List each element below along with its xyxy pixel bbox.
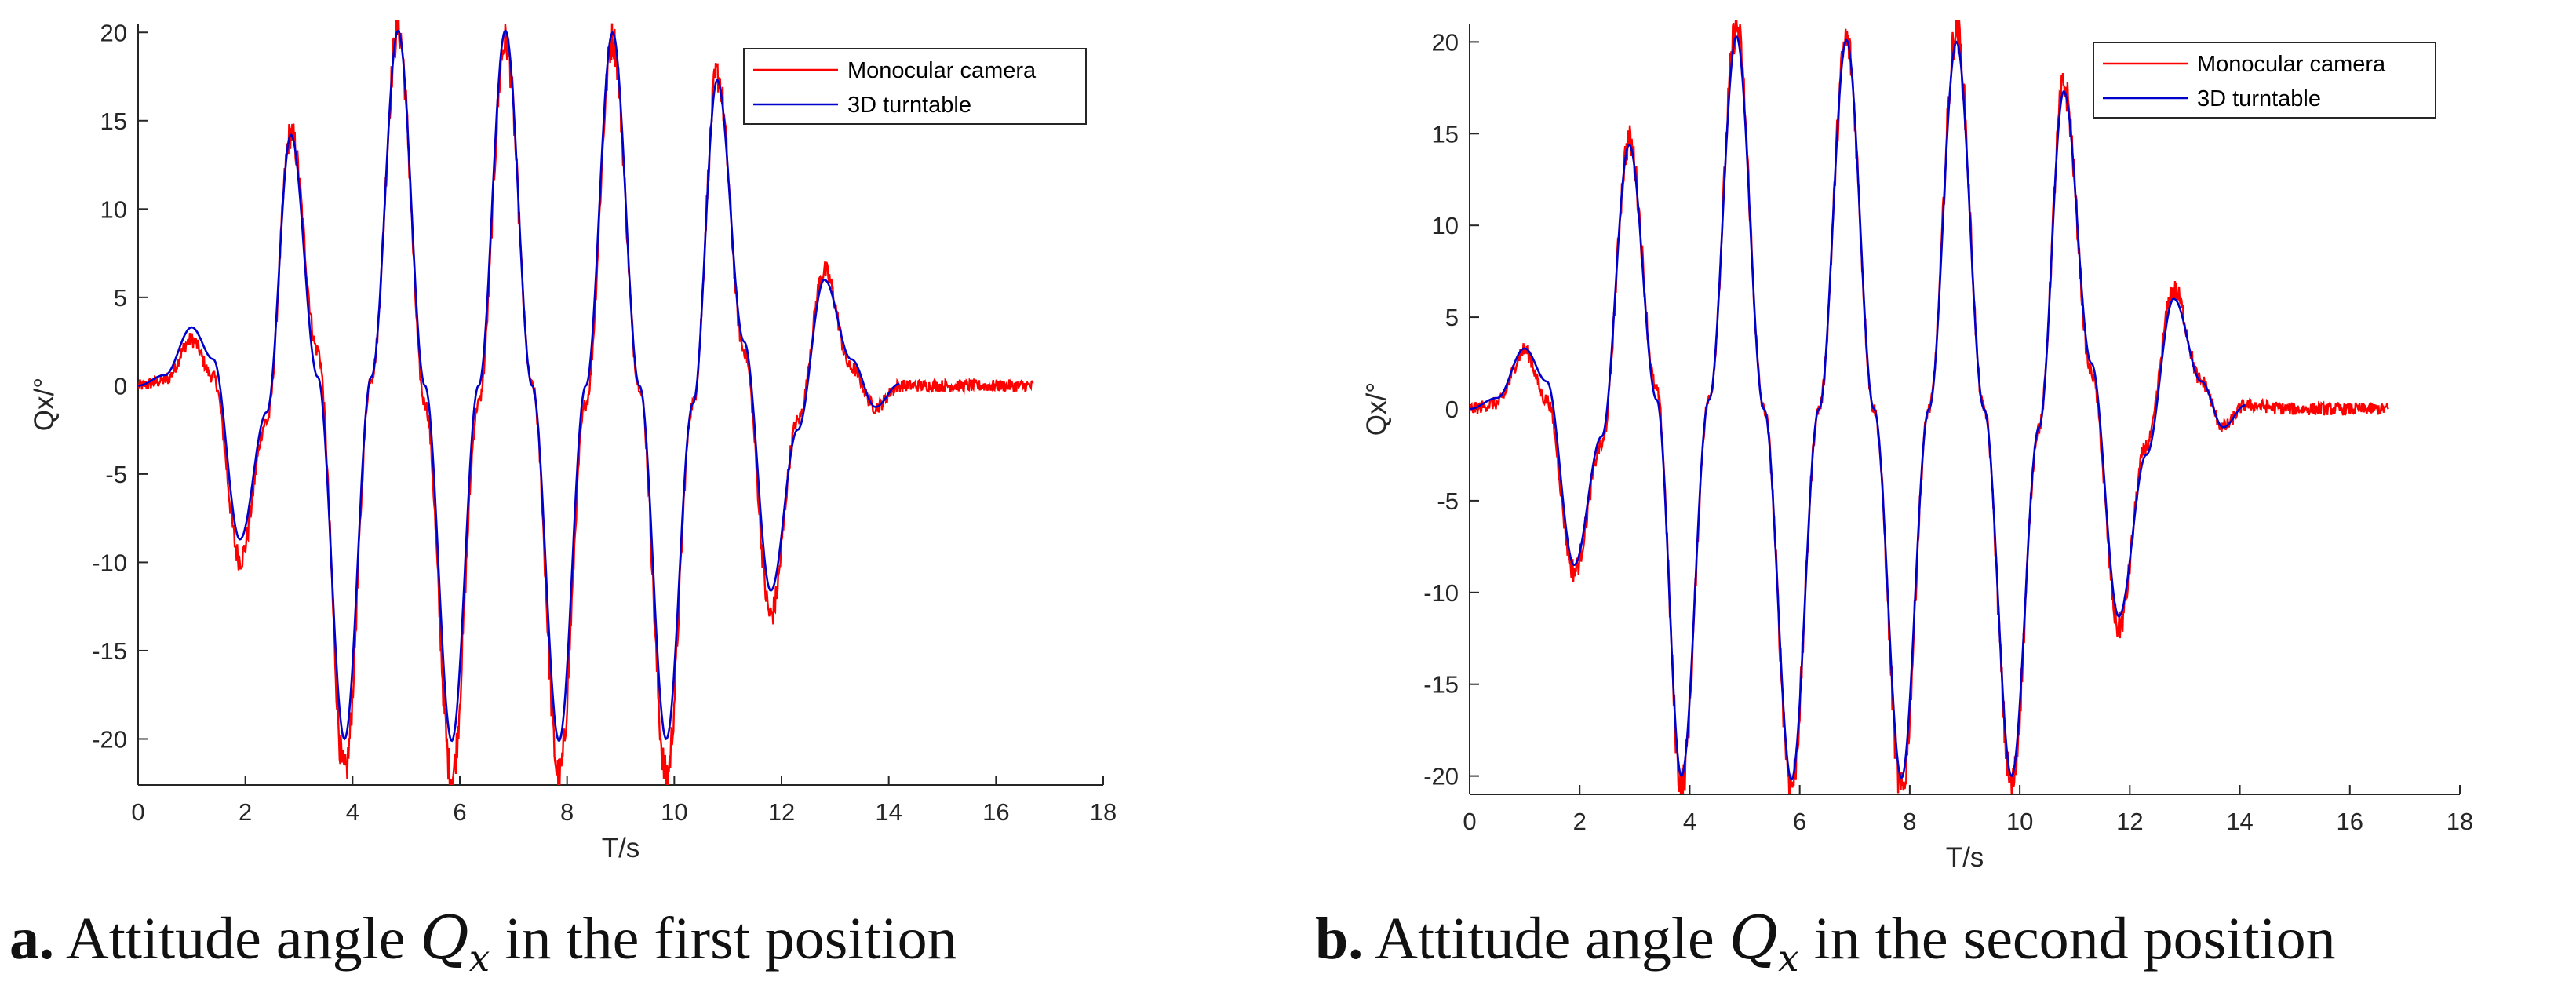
y-tick-label: -15 <box>92 637 127 665</box>
caption-b-symbol: Qx <box>1729 903 1799 981</box>
caption-b: b. Attitude angle Qx in the second posit… <box>1315 903 2336 980</box>
caption-a-text: Attitude angle <box>65 906 406 972</box>
y-tick-label: 10 <box>100 195 127 223</box>
x-tick-label: 4 <box>1683 808 1696 835</box>
x-tick-label: 12 <box>768 798 795 826</box>
x-tick-label: 6 <box>453 798 466 826</box>
y-tick-label: -5 <box>1437 487 1459 515</box>
y-tick-label: 15 <box>1432 120 1459 148</box>
y-axis-label: Qx/° <box>1361 382 1392 436</box>
series-3d-turntable-line <box>138 29 900 743</box>
y-tick-label: 10 <box>1432 212 1459 239</box>
legend-label: Monocular camera <box>847 58 1037 83</box>
y-tick-label: 0 <box>1445 396 1459 423</box>
chart-b: 0 2 4 6 8 10 12 14 16 18 -20 -15 -10 -5 0 5 10 15 20 T/s Qx/… <box>1361 20 2473 873</box>
caption-a: a. Attitude angle Qx in the first positi… <box>9 903 957 980</box>
x-tick-label: 16 <box>982 798 1009 826</box>
x-axis-label: T/s <box>602 833 640 863</box>
x-tick-label: 2 <box>1573 808 1587 835</box>
caption-b-suffix: in the second position <box>1813 906 2336 972</box>
x-axis-label: T/s <box>1946 842 1984 873</box>
caption-b-text: Attitude angle <box>1375 906 1714 972</box>
legend-label: Monocular camera <box>2197 52 2386 77</box>
y-tick-label: 15 <box>100 108 127 135</box>
legend-box <box>743 48 1087 125</box>
x-tick-label: 8 <box>1903 808 1916 835</box>
x-tick-label: 2 <box>239 798 252 826</box>
legend-label: 3D turntable <box>847 93 971 118</box>
y-tick-label: 5 <box>1445 304 1459 331</box>
x-tick-label: 8 <box>560 798 574 826</box>
caption-b-letter: b. <box>1315 906 1364 972</box>
y-tick-label: -10 <box>92 549 127 576</box>
y-tick-label: 20 <box>100 19 127 46</box>
y-tick-label: 20 <box>1432 28 1459 56</box>
x-tick-label: 18 <box>2447 808 2473 835</box>
series-monocular-camera-line <box>138 20 1034 785</box>
y-tick-label: -15 <box>1423 671 1459 699</box>
series-3d-turntable-line <box>1470 35 2246 781</box>
x-tick-label: 12 <box>2116 808 2143 835</box>
x-tick-label: 14 <box>875 798 902 826</box>
x-tick-label: 6 <box>1793 808 1806 835</box>
caption-a-symbol: Qx <box>420 903 490 981</box>
y-tick-label: 0 <box>114 372 127 400</box>
x-tick-label: 16 <box>2337 808 2363 835</box>
y-tick-label: 5 <box>114 284 127 312</box>
caption-a-letter: a. <box>9 906 54 972</box>
y-tick-label: -20 <box>1423 763 1459 790</box>
chart-a: 0 2 4 6 8 10 12 14 16 18 -20 -15 -10 -5 0 5 10 15 20 T/s Qx/… <box>29 19 1117 863</box>
legend-box <box>2093 42 2436 119</box>
x-tick-label: 10 <box>2006 808 2033 835</box>
legend: Monocular camera 3D turntable <box>2093 42 2436 119</box>
x-tick-label: 0 <box>131 798 144 826</box>
x-tick-label: 4 <box>346 798 359 826</box>
x-tick-label: 0 <box>1463 808 1476 835</box>
x-tick-label: 18 <box>1090 798 1117 826</box>
caption-a-suffix: in the first position <box>505 906 957 972</box>
legend: Monocular camera 3D turntable <box>743 48 1087 125</box>
x-tick-label: 10 <box>661 798 687 826</box>
legend-label: 3D turntable <box>2197 86 2321 111</box>
y-tick-label: -20 <box>92 725 127 753</box>
y-axis-label: Qx/° <box>29 378 60 431</box>
y-tick-label: -10 <box>1423 579 1459 607</box>
y-tick-label: -5 <box>105 461 127 488</box>
x-tick-label: 14 <box>2226 808 2253 835</box>
